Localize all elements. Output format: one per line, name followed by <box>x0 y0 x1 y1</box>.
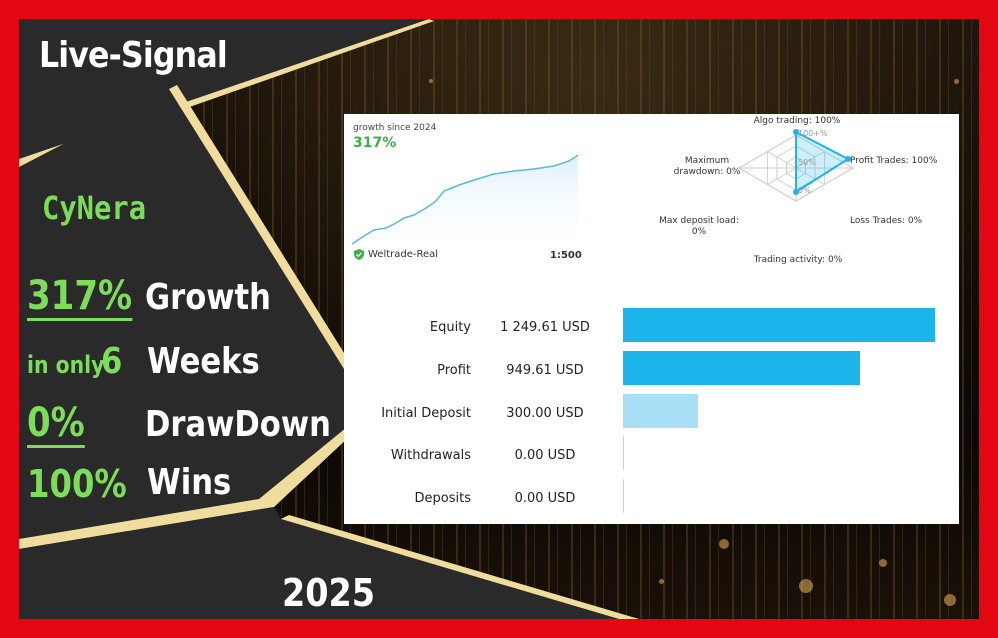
radar-label-algo: Algo trading: 100% <box>753 116 841 126</box>
dark-panel-shape <box>19 19 639 619</box>
wins-value: 100% <box>27 462 127 506</box>
balance-row: Profit 949.61 USD <box>344 351 959 394</box>
radar-label-profit: Profit Trades: 100% <box>850 156 938 166</box>
shield-check-icon <box>354 249 364 260</box>
balance-value: 949.61 USD <box>506 363 584 378</box>
drawdown-label: DrawDown <box>145 404 331 445</box>
growth-widget-value: 317% <box>353 135 397 151</box>
broker-name: Weltrade-Real <box>368 249 439 260</box>
balance-label: Initial Deposit <box>381 406 471 421</box>
balance-row: Deposits 0.00 USD <box>344 479 959 522</box>
bokeh-light <box>879 559 887 567</box>
growth-chart <box>351 154 579 252</box>
growth-value: 317% <box>27 273 133 321</box>
drawdown-value: 0% <box>27 400 85 448</box>
radar-label-drawdown-1: Maximum <box>684 156 730 166</box>
broker-link[interactable]: Weltrade-Real <box>354 249 438 260</box>
balance-label: Withdrawals <box>390 448 471 463</box>
balance-bar <box>623 394 698 428</box>
balance-bar <box>623 479 624 513</box>
weeks-value: 6 <box>101 341 123 382</box>
balance-bar <box>623 308 935 342</box>
radar-point-profit <box>845 156 851 162</box>
growth-line <box>351 154 579 245</box>
bokeh-light <box>659 579 664 584</box>
in-only-text: in only <box>27 351 105 379</box>
balance-value: 1 249.61 USD <box>500 320 590 335</box>
balance-row: Equity 1 249.61 USD <box>344 308 959 351</box>
balance-bar <box>623 436 624 470</box>
radar-scale-100: 100+% <box>798 129 828 138</box>
signal-name: CyNera <box>42 189 147 227</box>
radar-point-center <box>793 189 799 195</box>
bokeh-light <box>429 79 433 83</box>
balance-value: 0.00 USD <box>514 491 576 506</box>
background-scene: Live-Signal CyNera 317% Growth in only 6… <box>19 19 979 619</box>
balance-row: Withdrawals 0.00 USD <box>344 436 959 479</box>
radar-value-area <box>795 130 851 194</box>
radar-scale-50: 50% <box>798 158 816 167</box>
bokeh-light <box>799 579 813 593</box>
radar-grid <box>738 129 854 202</box>
balance-row: Initial Deposit 300.00 USD <box>344 394 959 437</box>
signal-stats-panel: growth since 2024 317% Weltrade-Real 1:5… <box>344 114 959 524</box>
wins-label: Wins <box>147 462 232 503</box>
radar-label-drawdown-2: drawdown: 0% <box>673 167 741 177</box>
balance-value: 0.00 USD <box>514 448 576 463</box>
balance-value: 300.00 USD <box>506 406 584 421</box>
weeks-label: Weeks <box>147 341 260 382</box>
radar-point-algo <box>793 129 799 135</box>
balance-label: Equity <box>429 320 471 335</box>
bokeh-light <box>719 539 729 549</box>
radar-label-activity: Trading activity: 0% <box>753 255 843 265</box>
bokeh-light <box>954 79 959 84</box>
radar-label-deposit-load-1: Max deposit load: <box>659 216 739 226</box>
radar-label-deposit-load-2: 0% <box>691 227 707 237</box>
growth-area <box>352 155 578 252</box>
growth-since-label: growth since 2024 <box>353 123 437 133</box>
leverage: 1:500 <box>550 250 582 261</box>
year-label: 2025 <box>282 571 376 615</box>
balance-label: Deposits <box>414 491 471 506</box>
radar-chart: 100+% 50% 0% Algo trading: 100% Profit T… <box>644 114 959 284</box>
live-signal-title: Live-Signal <box>39 35 228 76</box>
balance-label: Profit <box>437 363 471 378</box>
radar-label-loss: Loss Trades: 0% <box>850 216 923 226</box>
radar-scale-0: 0% <box>798 186 811 195</box>
growth-label: Growth <box>145 277 271 318</box>
bokeh-light <box>944 594 956 606</box>
balance-bar <box>623 351 860 385</box>
